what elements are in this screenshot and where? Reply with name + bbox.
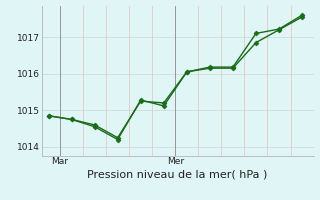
X-axis label: Pression niveau de la mer( hPa ): Pression niveau de la mer( hPa ): [87, 169, 268, 179]
